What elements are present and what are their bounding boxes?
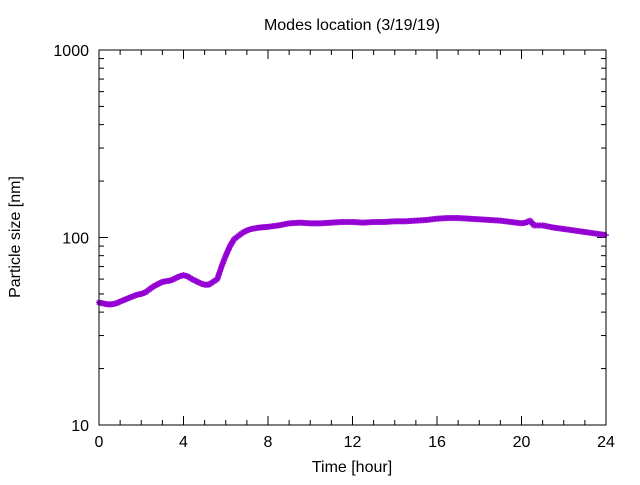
- x-tick-label: 4: [179, 434, 188, 451]
- x-tick-label: 24: [597, 434, 615, 451]
- x-tick-label: 12: [344, 434, 362, 451]
- ticks-layer: [98, 49, 607, 426]
- chart-title: Modes location (3/19/19): [264, 17, 440, 34]
- x-axis-label: Time [hour]: [312, 459, 392, 476]
- x-tick-label: 8: [264, 434, 273, 451]
- y-tick-label: 1000: [53, 43, 89, 60]
- x-tick-label: 0: [95, 434, 104, 451]
- y-tick-label: 100: [62, 231, 89, 248]
- tick-labels-layer: 0 4 8 12 16 20 24 10 100 1000: [53, 43, 615, 451]
- x-tick-label: 20: [513, 434, 531, 451]
- data-points-layer: [96, 215, 609, 308]
- plot-frame: [98, 49, 607, 426]
- y-tick-label: 10: [71, 418, 89, 435]
- x-tick-label: 16: [428, 434, 446, 451]
- y-axis-label: Particle size [nm]: [7, 176, 24, 298]
